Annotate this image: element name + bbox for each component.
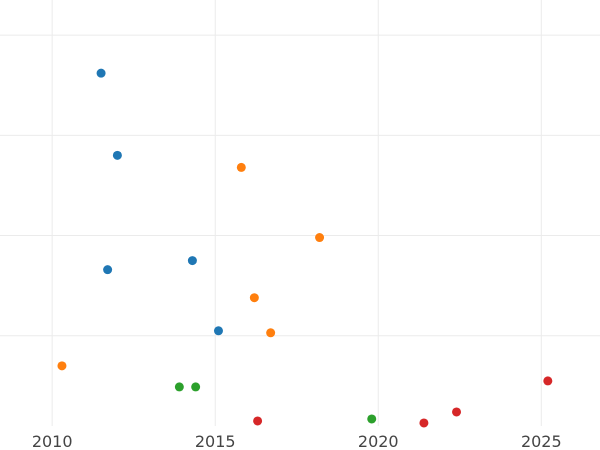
x-tick-label: 2010	[32, 432, 73, 450]
scatter-point	[249, 293, 259, 303]
scatter-point	[236, 162, 246, 172]
x-axis-tick-labels: 2010 2015 2020 2025	[32, 432, 562, 450]
scatter-point	[213, 326, 223, 336]
scatter-point	[191, 382, 201, 392]
scatter-point	[266, 328, 276, 338]
scatter-point	[187, 256, 197, 266]
scatter-point	[315, 233, 325, 243]
data-points-layer	[57, 68, 553, 428]
x-tick-label: 2015	[195, 432, 236, 450]
scatter-point	[419, 418, 429, 428]
scatter-point	[103, 265, 113, 275]
scatter-point	[57, 361, 67, 371]
x-tick-label: 2025	[521, 432, 562, 450]
grid-layer	[0, 0, 600, 426]
scatter-point	[452, 407, 462, 417]
scatter-point	[96, 68, 106, 78]
scatter-point	[253, 416, 263, 426]
scatter-point	[367, 414, 377, 424]
x-tick-label: 2020	[358, 432, 399, 450]
scatter-point	[174, 382, 184, 392]
scatter-point	[112, 150, 122, 160]
scatter-point	[543, 376, 553, 386]
